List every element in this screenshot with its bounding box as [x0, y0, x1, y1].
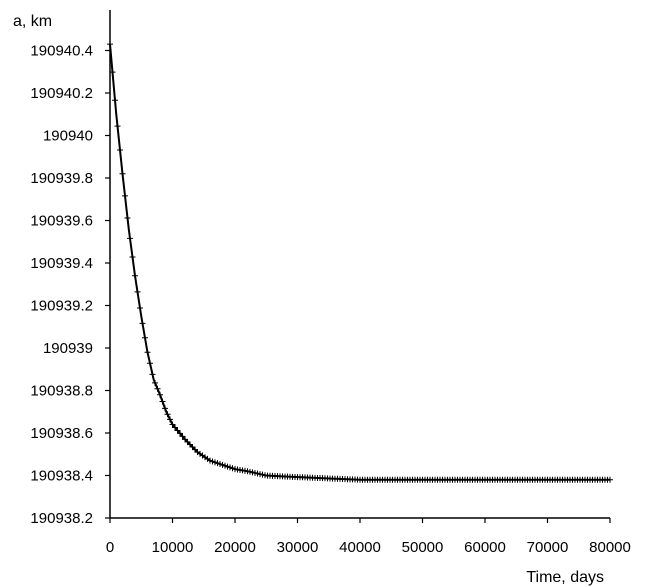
data-point [129, 254, 136, 261]
y-ticks: 190938.2 190938.4 190938.6 190938.8 190939 19… [30, 43, 110, 527]
data-point [137, 305, 143, 312]
y-tick-label: 190940.2 [30, 85, 93, 102]
data-point [157, 391, 163, 398]
data-point [109, 69, 116, 76]
data-point [132, 272, 138, 279]
x-ticks: 0 10000 20000 30000 40000 50000 60000 70000 8000… [106, 518, 631, 556]
x-tick-label: 10000 [152, 539, 194, 556]
data-point [122, 192, 128, 199]
data-point [152, 379, 158, 386]
data-point [139, 320, 146, 327]
data-point [127, 235, 133, 242]
x-axis-label: Time, days [526, 569, 604, 586]
data-point [149, 371, 156, 378]
data-point [114, 123, 121, 130]
x-tick-label: 50000 [402, 539, 444, 556]
x-tick-label: 30000 [277, 539, 319, 556]
y-tick-label: 190938.2 [30, 510, 93, 527]
data-point [134, 288, 141, 295]
x-tick-label: 20000 [214, 539, 256, 556]
y-tick-label: 190939.6 [30, 213, 93, 230]
y-tick-label: 190938.8 [30, 383, 93, 400]
y-axis-label: a, km [13, 13, 52, 30]
x-tick-label: 60000 [464, 539, 506, 556]
data-point [112, 97, 118, 104]
y-tick-label: 190939.4 [30, 255, 93, 272]
data-point [142, 334, 148, 341]
data-point [144, 349, 151, 356]
x-tick-label: 80000 [589, 539, 631, 556]
data-point [162, 405, 168, 412]
data-point [107, 41, 113, 48]
y-tick-label: 190939 [43, 340, 93, 357]
data-point [159, 398, 166, 405]
y-tick-label: 190939.8 [30, 170, 93, 187]
data-point [607, 476, 613, 483]
y-tick-label: 190938.4 [30, 468, 93, 485]
data-point [154, 385, 161, 392]
y-tick-label: 190939.2 [30, 298, 93, 315]
data-point [147, 360, 153, 367]
x-tick-label: 0 [106, 539, 114, 556]
data-point [124, 214, 131, 221]
series-markers [107, 41, 613, 483]
data-point [117, 146, 123, 153]
data-point [164, 411, 171, 418]
y-tick-label: 190940 [43, 128, 93, 145]
y-tick-label: 190938.6 [30, 425, 93, 442]
x-tick-label: 40000 [339, 539, 381, 556]
x-tick-label: 70000 [527, 539, 569, 556]
data-point [119, 170, 126, 177]
data-point [167, 416, 173, 423]
series-line [109, 44, 610, 481]
y-tick-label: 190940.4 [30, 43, 93, 60]
